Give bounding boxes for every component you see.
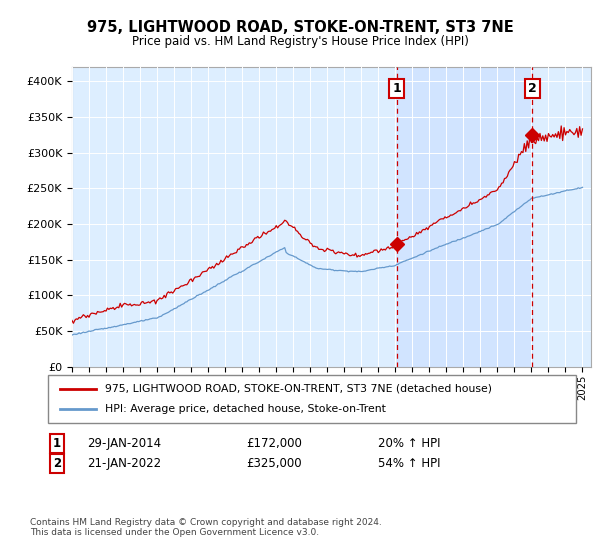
Text: 29-JAN-2014: 29-JAN-2014 (87, 437, 161, 450)
Text: HPI: Average price, detached house, Stoke-on-Trent: HPI: Average price, detached house, Stok… (105, 404, 386, 414)
Text: £172,000: £172,000 (246, 437, 302, 450)
Text: 975, LIGHTWOOD ROAD, STOKE-ON-TRENT, ST3 7NE (detached house): 975, LIGHTWOOD ROAD, STOKE-ON-TRENT, ST3… (105, 384, 492, 394)
Bar (397, 67, 532, 367)
Text: 2: 2 (528, 82, 537, 95)
Text: Price paid vs. HM Land Registry's House Price Index (HPI): Price paid vs. HM Land Registry's House … (131, 35, 469, 48)
Text: £325,000: £325,000 (246, 457, 302, 470)
Text: Contains HM Land Registry data © Crown copyright and database right 2024.
This d: Contains HM Land Registry data © Crown c… (30, 518, 382, 538)
Text: 2: 2 (53, 457, 61, 470)
Text: 1: 1 (392, 82, 401, 95)
Text: 21-JAN-2022: 21-JAN-2022 (87, 457, 161, 470)
Text: 54% ↑ HPI: 54% ↑ HPI (378, 457, 440, 470)
Text: 1: 1 (53, 437, 61, 450)
Text: 975, LIGHTWOOD ROAD, STOKE-ON-TRENT, ST3 7NE: 975, LIGHTWOOD ROAD, STOKE-ON-TRENT, ST3… (86, 20, 514, 35)
Text: 20% ↑ HPI: 20% ↑ HPI (378, 437, 440, 450)
